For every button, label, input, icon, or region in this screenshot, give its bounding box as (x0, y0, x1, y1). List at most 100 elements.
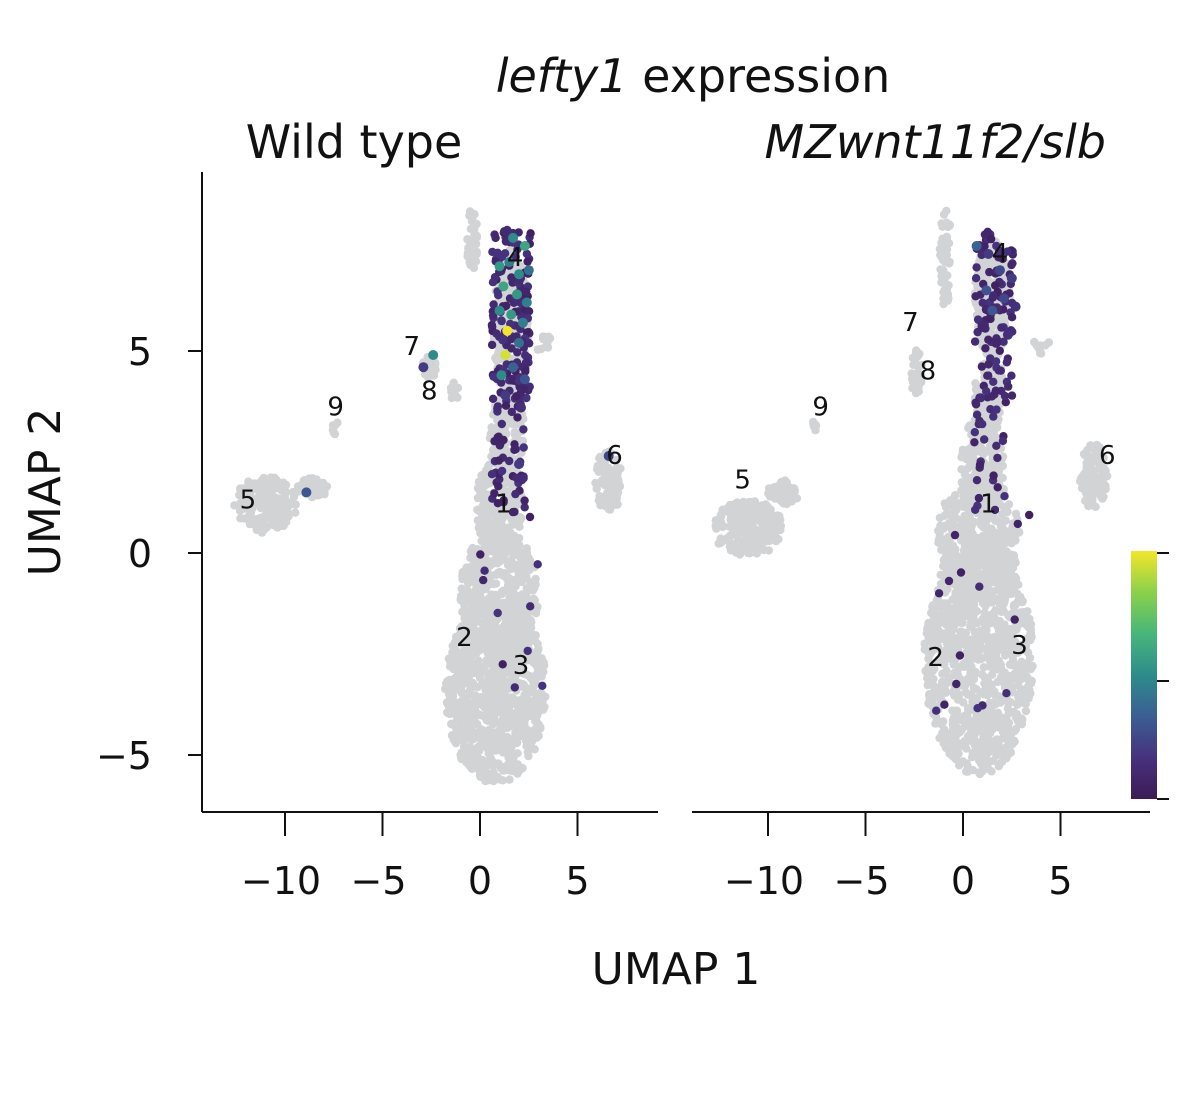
background-cell (499, 507, 509, 516)
background-cell (239, 484, 248, 493)
low-expression-cell (519, 425, 528, 434)
low-expression-cell (501, 401, 511, 410)
background-cell (1008, 652, 1017, 661)
background-cell (533, 345, 543, 354)
low-expression-cell (512, 392, 521, 401)
background-cell (473, 682, 482, 692)
background-cell (459, 646, 469, 655)
background-cell (976, 541, 986, 550)
background-cell (473, 586, 482, 596)
background-cell (960, 470, 970, 479)
background-cell (516, 707, 525, 716)
background-cell (516, 664, 525, 674)
low-expression-cell (521, 367, 530, 376)
background-cell (616, 464, 625, 473)
background-cell (468, 554, 477, 563)
low-expression-cell (493, 433, 502, 442)
background-cell (1026, 620, 1036, 629)
background-cell (739, 502, 749, 511)
background-cell (485, 530, 494, 539)
background-cell (974, 768, 984, 777)
background-cell (514, 499, 523, 509)
background-cell (976, 641, 985, 651)
background-cell (532, 656, 541, 665)
background-cell (525, 707, 534, 716)
background-cell (972, 712, 981, 721)
background-cell (477, 490, 486, 499)
background-cell (965, 549, 975, 558)
background-cells (711, 206, 1112, 779)
background-cell (501, 535, 510, 545)
background-cell (467, 616, 476, 625)
background-cell (996, 660, 1005, 669)
background-cell (310, 475, 319, 484)
background-cell (959, 593, 969, 602)
background-cell (951, 491, 960, 500)
low-expression-cell (497, 316, 506, 326)
background-cell (939, 273, 949, 283)
background-cell (518, 436, 527, 446)
expressing-cell (514, 459, 524, 470)
background-cell (993, 708, 1003, 717)
background-cell (965, 453, 975, 463)
background-cell (462, 563, 471, 572)
background-cell (503, 680, 512, 689)
background-cell (258, 484, 268, 493)
background-cell (728, 520, 737, 530)
background-cell (955, 663, 964, 673)
background-cell (485, 748, 494, 757)
background-cell (276, 506, 285, 515)
background-cell (769, 483, 779, 492)
background-cell (518, 680, 527, 689)
background-cell (501, 740, 510, 750)
background-cell (961, 688, 970, 697)
panel-title: MZwnt11f2/slb (765, 115, 1106, 169)
background-cell (601, 502, 610, 511)
background-cell (946, 556, 955, 565)
background-cell (536, 724, 545, 733)
expressing-cell (494, 305, 505, 316)
cluster-label-6: 6 (606, 441, 623, 471)
background-cell (965, 657, 974, 666)
background-cell (495, 775, 505, 784)
background-cell (789, 484, 799, 493)
background-cell (940, 660, 949, 669)
background-cell (957, 715, 966, 724)
background-cell (473, 484, 483, 493)
low-expression-cell (491, 233, 500, 243)
background-cell (920, 639, 929, 648)
low-expression-cell (488, 394, 498, 403)
low-expression-cell (487, 320, 497, 330)
low-expression-cell (522, 249, 532, 259)
background-cell (966, 717, 976, 726)
background-cell (519, 722, 528, 731)
background-cell (929, 605, 938, 615)
low-expression-cell (507, 407, 516, 417)
low-expression-cell (500, 227, 509, 236)
background-cell (300, 476, 310, 485)
background-cell (480, 662, 490, 671)
background-cell (478, 760, 487, 770)
expressing-cell (498, 281, 509, 292)
background-cell (460, 600, 469, 609)
background-cell (999, 579, 1008, 588)
background-cell (950, 545, 960, 554)
background-cell (958, 581, 967, 590)
background-cell (502, 723, 512, 733)
background-cell (1090, 466, 1099, 475)
background-cell (510, 539, 520, 549)
background-cell (484, 599, 493, 608)
background-cell (486, 630, 495, 639)
background-cell (459, 638, 468, 647)
background-cell (958, 587, 967, 596)
background-cell (982, 742, 992, 752)
background-cell (456, 657, 465, 666)
background-cell (978, 555, 988, 564)
background-cell (490, 639, 499, 649)
expressing-cell (418, 362, 429, 373)
background-cell (984, 420, 993, 429)
background-cell (983, 489, 992, 498)
background-cell (945, 259, 954, 268)
background-cell (455, 624, 465, 633)
background-cell (1094, 487, 1103, 496)
